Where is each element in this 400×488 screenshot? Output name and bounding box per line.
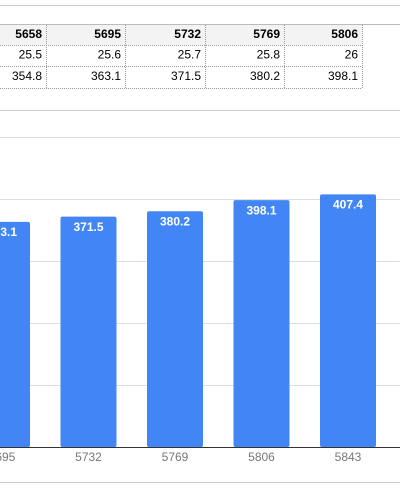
bar: [233, 200, 290, 447]
value-label: 380.2: [160, 214, 190, 228]
column-header: 5658: [15, 27, 42, 41]
bar: [320, 194, 376, 447]
bar: [0, 221, 30, 447]
value-label: 363.1: [0, 225, 17, 239]
cell: 25.5: [19, 48, 43, 62]
x-tick-label: 5732: [75, 450, 102, 464]
cell: 354.8: [12, 69, 42, 83]
cell: 371.5: [171, 69, 201, 83]
column-header: 5769: [253, 27, 280, 41]
column-header: 5695: [94, 27, 121, 41]
header-row: [0, 25, 362, 45]
bar: [60, 216, 117, 447]
cell: 380.2: [250, 69, 280, 83]
column-header: 5732: [174, 27, 201, 41]
bar: [147, 211, 203, 447]
value-label: 407.4: [333, 198, 363, 212]
value-label: 371.5: [73, 220, 103, 234]
x-tick-label: 5695: [0, 450, 16, 464]
cell: 25.7: [178, 48, 202, 62]
x-tick-label: 5806: [248, 450, 275, 464]
cell: 26: [345, 48, 359, 62]
cell: 363.1: [91, 69, 121, 83]
column-header: 5806: [331, 27, 358, 41]
cell: 25.8: [257, 48, 281, 62]
x-tick-label: 5843: [335, 450, 362, 464]
cell: 25.6: [98, 48, 122, 62]
cell: 398.1: [328, 69, 358, 83]
x-tick-label: 5769: [162, 450, 189, 464]
value-label: 398.1: [246, 203, 276, 217]
